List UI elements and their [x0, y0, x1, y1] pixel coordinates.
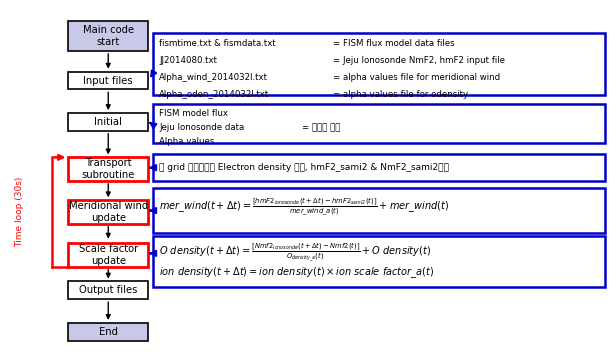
FancyBboxPatch shape [68, 21, 148, 51]
Text: Transport
subroutine: Transport subroutine [81, 158, 135, 180]
Text: End: End [99, 327, 118, 337]
Text: Main code
start: Main code start [83, 25, 134, 47]
FancyBboxPatch shape [68, 113, 148, 131]
Text: Initial: Initial [94, 117, 122, 127]
Text: = alpha values file for meridional wind: = alpha values file for meridional wind [333, 73, 500, 82]
FancyBboxPatch shape [153, 236, 605, 287]
FancyBboxPatch shape [68, 282, 148, 299]
FancyBboxPatch shape [68, 72, 148, 89]
Text: 각 grid 지점에서의 Electron density 계산, hmF2_sami2 & NmF2_sami2계산: 각 grid 지점에서의 Electron density 계산, hmF2_s… [160, 163, 449, 172]
Text: Scale factor
update: Scale factor update [79, 244, 138, 266]
Text: Alpha_oden_2014032l.txt: Alpha_oden_2014032l.txt [160, 90, 270, 99]
Text: Alpha values: Alpha values [160, 137, 214, 146]
Text: Input files: Input files [83, 76, 133, 85]
Text: FISM model flux: FISM model flux [160, 109, 229, 118]
Text: fismtime.txt & fismdata.txt: fismtime.txt & fismdata.txt [160, 38, 276, 47]
Text: Output files: Output files [79, 285, 137, 295]
Text: Alpha_wind_2014032l.txt: Alpha_wind_2014032l.txt [160, 73, 268, 82]
FancyBboxPatch shape [153, 155, 605, 181]
Text: = 초기값 저장: = 초기값 저장 [302, 123, 340, 132]
Text: = alpha values file for odensity: = alpha values file for odensity [333, 90, 468, 99]
Text: $ion\ density(t + \Delta t) = ion\ density(t) \times ion\ scale\ factor\_a(t)$: $ion\ density(t + \Delta t) = ion\ densi… [160, 265, 434, 280]
Text: Time loop (30s): Time loop (30s) [15, 177, 23, 247]
Text: Meridional wind
update: Meridional wind update [68, 201, 148, 223]
FancyBboxPatch shape [68, 157, 148, 181]
FancyBboxPatch shape [68, 200, 148, 224]
Text: = Jeju Ionosonde NmF2, hmF2 input file: = Jeju Ionosonde NmF2, hmF2 input file [333, 56, 505, 65]
Text: $mer\_wind(t + \Delta t) = \frac{[hmF2_{ionosonde}(t + \Delta t) - hmF2_{sami2}(: $mer\_wind(t + \Delta t) = \frac{[hmF2_{… [160, 197, 449, 218]
FancyBboxPatch shape [68, 243, 148, 267]
Text: Jeju Ionosonde data: Jeju Ionosonde data [160, 123, 245, 132]
Text: $O\ density(t + \Delta t) = \frac{[Nmf2_{ionosonde}(t + \Delta t) - Nmf2(t)]}{O_: $O\ density(t + \Delta t) = \frac{[Nmf2_… [160, 241, 431, 264]
FancyBboxPatch shape [153, 33, 605, 95]
Text: = FISM flux model data files: = FISM flux model data files [333, 38, 454, 47]
FancyBboxPatch shape [153, 104, 605, 143]
FancyBboxPatch shape [153, 188, 605, 233]
FancyBboxPatch shape [68, 323, 148, 341]
Text: JJ2014080.txt: JJ2014080.txt [160, 56, 217, 65]
